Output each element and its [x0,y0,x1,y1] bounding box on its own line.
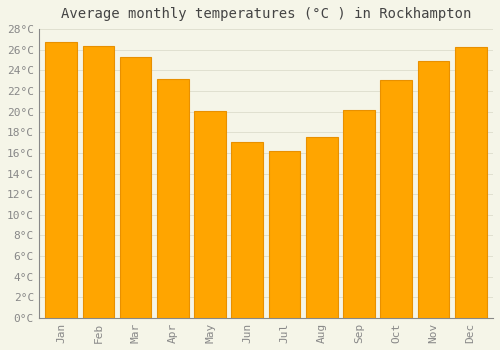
Bar [380,79,412,318]
Bar [82,46,114,318]
Bar [120,57,152,318]
Bar [306,138,338,318]
Bar [46,42,77,318]
Bar [418,61,450,318]
Title: Average monthly temperatures (°C ) in Rockhampton: Average monthly temperatures (°C ) in Ro… [60,7,471,21]
Bar [268,151,300,318]
Bar [194,111,226,318]
Bar [232,141,263,318]
Bar [343,110,375,318]
Bar [157,79,188,318]
Bar [455,47,486,318]
